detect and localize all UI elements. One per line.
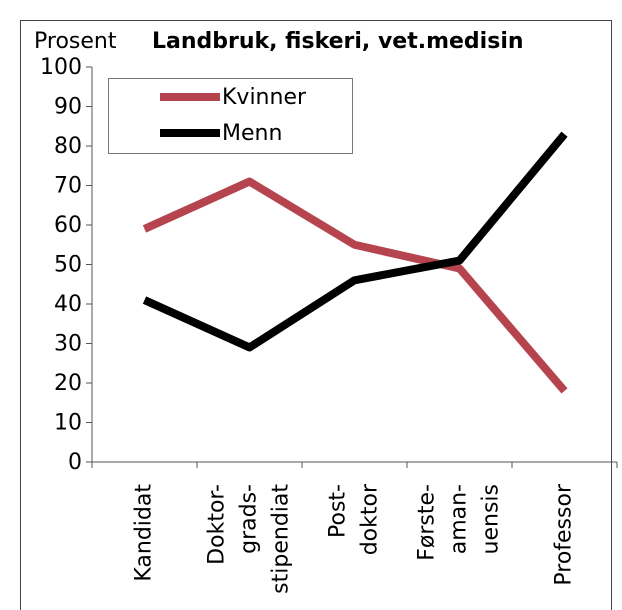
y-tick-label: 0 [68,450,82,475]
y-tick-label: 30 [54,332,82,357]
x-tick-label: Doktor-grads-stipendiat [205,484,294,594]
series-line [142,131,568,352]
y-tick-label: 100 [40,55,82,80]
x-tick-label: Første-aman-uensis [415,484,504,561]
x-tick-label: Professor [552,483,577,586]
y-tick-label: 50 [54,253,82,278]
chart-title: Landbruk, fiskeri, vet.medisin [152,29,524,54]
x-tick-label: Post-doktor [326,483,383,555]
series-line [142,177,568,394]
y-tick-label: 20 [54,371,82,396]
y-tick-label: 70 [54,174,82,199]
y-tick-label: 60 [54,213,82,238]
y-tick-label: 40 [54,292,82,317]
legend-label: Kvinner [222,85,307,110]
y-tick-label: 80 [54,134,82,159]
frame [20,20,612,610]
y-axis-label: Prosent [34,29,117,54]
x-tick-label: Kandidat [132,484,157,582]
y-tick-label: 90 [54,95,82,120]
legend-label: Menn [222,121,282,146]
y-tick-label: 10 [54,411,82,436]
legend-box [108,78,353,154]
